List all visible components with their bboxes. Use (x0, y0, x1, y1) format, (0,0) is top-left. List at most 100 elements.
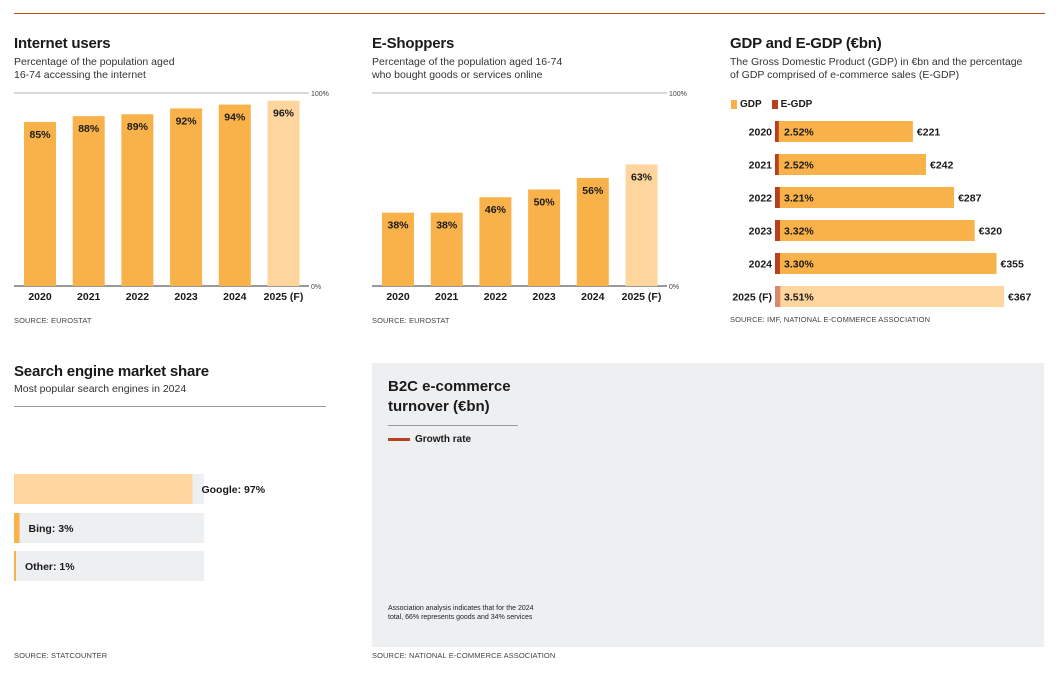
gdp-year-label: 2024 (749, 259, 773, 271)
e-shoppers-source: SOURCE: EUROSTAT (372, 316, 450, 325)
gdp-legend-item: GDP (731, 99, 762, 110)
internet_users-zero-label: 0% (311, 284, 321, 291)
search-track (14, 513, 204, 543)
e_shoppers-value-label: 46% (485, 204, 507, 216)
gdp-legend: GDP E-GDP (731, 99, 812, 110)
internet_users-bar (170, 108, 203, 286)
internet-users-title: Internet users (14, 35, 111, 52)
e_shoppers-zero-label: 0% (669, 284, 679, 291)
internet_users-bar (121, 114, 154, 286)
egdp-value-label: 2.52% (784, 127, 814, 139)
internet_users-value-label: 96% (273, 108, 295, 120)
internet_users-tick-label: 2022 (126, 291, 150, 303)
e_shoppers-tick-label: 2022 (484, 291, 508, 303)
egdp-value-label: 3.32% (784, 226, 814, 238)
search-value-label: Google: 97% (201, 484, 265, 496)
gdp-legend-label: GDP (740, 99, 762, 110)
gdp-value-label: €242 (930, 160, 954, 172)
internet_users-bar (218, 104, 251, 286)
e_shoppers-tick-label: 2025 (F) (622, 291, 662, 303)
gdp-bar (775, 121, 913, 142)
gdp-subtitle-line1: The Gross Domestic Product (GDP) in €bn … (730, 56, 1023, 68)
internet_users-tick-label: 2020 (28, 291, 52, 303)
egdp-value-label: 2.52% (784, 160, 814, 172)
gdp-bar (775, 187, 955, 208)
gdp-subtitle: The Gross Domestic Product (GDP) in €bn … (730, 56, 1022, 82)
b2c-title-rule (388, 425, 518, 426)
e-shoppers-subtitle-line2: who bought goods or services online (372, 69, 543, 81)
e-shoppers-title: E-Shoppers (372, 35, 455, 52)
gdp-header: GDP and E-GDP (€bn) The Gross Domestic P… (730, 35, 1022, 82)
e_shoppers-bar (430, 212, 463, 286)
gdp-value-label: €320 (979, 226, 1003, 238)
gdp-source: SOURCE: IMF, NATIONAL E-COMMERCE ASSOCIA… (730, 315, 931, 324)
egdp-value-label: 3.21% (784, 193, 814, 205)
top-rule (14, 13, 1045, 14)
e_shoppers-bar (576, 177, 609, 286)
gdp-year-label: 2021 (749, 160, 773, 172)
b2c-note: Association analysis indicates that for … (388, 605, 534, 621)
internet_users-tick-label: 2021 (77, 291, 101, 303)
e_shoppers-tick-label: 2024 (581, 291, 605, 303)
e_shoppers-tick-label: 2023 (532, 291, 556, 303)
search-header: Search engine market share Most popular … (14, 363, 209, 396)
e_shoppers-bar (479, 197, 512, 286)
egdp-bar (775, 253, 780, 274)
egdp-swatch-icon (771, 99, 778, 109)
search-rule (14, 406, 326, 407)
internet-users-header: Internet users Percentage of the populat… (14, 35, 175, 82)
internet-users-source: SOURCE: EUROSTAT (14, 316, 92, 325)
search-track (14, 551, 204, 581)
egdp-bar (775, 286, 781, 307)
search-value-label: Other: 1% (25, 561, 75, 573)
internet_users-value-label: 85% (29, 129, 51, 141)
internet-users-subtitle-line1: Percentage of the population aged (14, 56, 175, 68)
e_shoppers-value-label: 50% (534, 197, 556, 209)
egdp-value-label: 3.51% (784, 292, 814, 304)
gdp-bar (775, 253, 997, 274)
growth-legend-label: Growth rate (415, 434, 472, 445)
e_shoppers-value-label: 56% (582, 185, 604, 197)
internet_users-tick-label: 2025 (F) (264, 291, 304, 303)
egdp-bar (775, 121, 779, 142)
internet_users-bar (267, 100, 300, 286)
e_shoppers-value-label: 63% (631, 171, 653, 183)
growth-line-icon (388, 438, 410, 441)
gdp-bar (775, 154, 927, 175)
internet-users-subtitle: Percentage of the population aged 16-74 … (14, 56, 175, 82)
e-shoppers-header: E-Shoppers Percentage of the population … (372, 35, 562, 82)
internet_users-value-label: 88% (78, 123, 100, 135)
gdp-year-label: 2020 (749, 127, 773, 139)
search-value-label: Bing: 3% (29, 523, 75, 535)
egdp-value-label: 3.30% (784, 259, 814, 271)
internet_users-bar (24, 121, 56, 286)
gdp-swatch-icon (731, 99, 737, 109)
egdp-legend-item: E-GDP (771, 99, 812, 110)
b2c-title: B2C e-commerce turnover (€bn) (388, 377, 511, 417)
b2c-panel (372, 363, 1044, 647)
search-bar (14, 474, 193, 504)
search-source: SOURCE: STATCOUNTER (14, 651, 108, 660)
search-bar (14, 513, 20, 543)
gdp-year-label: 2022 (749, 193, 773, 205)
e_shoppers-tick-label: 2020 (386, 291, 410, 303)
search-title: Search engine market share (14, 363, 209, 380)
gdp-subtitle-line2: of GDP comprised of e-commerce sales (E-… (730, 69, 960, 81)
gdp-value-label: €355 (1001, 259, 1025, 271)
b2c-source: SOURCE: NATIONAL E-COMMERCE ASSOCIATION (372, 651, 556, 660)
e_shoppers-bar (625, 164, 658, 286)
egdp-bar (775, 220, 780, 241)
egdp-bar (775, 154, 779, 175)
e-shoppers-subtitle-line1: Percentage of the population aged 16-74 (372, 56, 563, 68)
internet-users-subtitle-line2: 16-74 accessing the internet (14, 69, 146, 81)
gdp-year-label: 2023 (749, 226, 773, 238)
internet_users-bar (72, 116, 105, 286)
e_shoppers-top-label: 100% (669, 91, 687, 98)
gdp-value-label: €367 (1008, 292, 1032, 304)
e_shoppers-value-label: 38% (436, 220, 458, 232)
e_shoppers-tick-label: 2021 (435, 291, 459, 303)
gdp-year-label: 2025 (F) (732, 292, 772, 304)
b2c-title-line2: turnover (€bn) (388, 398, 490, 415)
internet_users-value-label: 92% (176, 115, 198, 127)
internet_users-tick-label: 2023 (174, 291, 198, 303)
